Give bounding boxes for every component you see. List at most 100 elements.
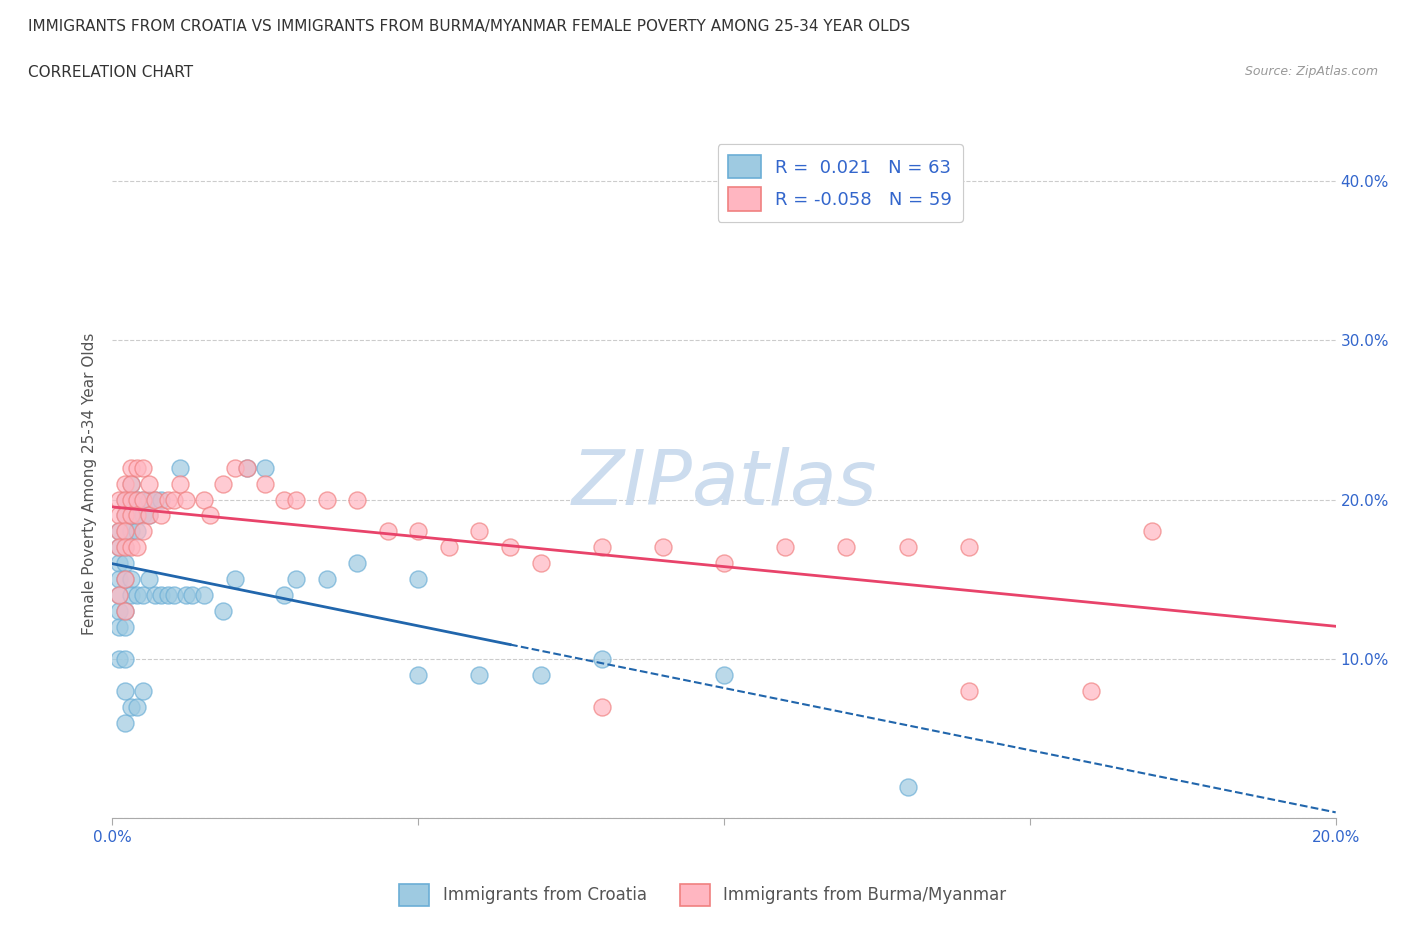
Point xyxy=(114,524,136,538)
Point xyxy=(107,508,129,523)
Point xyxy=(377,524,399,538)
Point xyxy=(437,540,460,555)
Point xyxy=(125,508,148,523)
Text: ZIPatlas: ZIPatlas xyxy=(571,446,877,521)
Point xyxy=(132,588,155,603)
Point xyxy=(114,492,136,507)
Point xyxy=(120,492,142,507)
Point xyxy=(591,540,613,555)
Point xyxy=(236,460,259,475)
Point xyxy=(120,540,142,555)
Point xyxy=(346,556,368,571)
Point xyxy=(211,604,233,618)
Point xyxy=(193,492,215,507)
Point xyxy=(107,556,129,571)
Point xyxy=(120,476,142,491)
Point xyxy=(150,588,173,603)
Point xyxy=(169,460,191,475)
Point xyxy=(138,492,160,507)
Point xyxy=(114,524,136,538)
Point xyxy=(114,572,136,587)
Point xyxy=(107,540,129,555)
Point xyxy=(591,699,613,714)
Point xyxy=(114,540,136,555)
Point xyxy=(150,492,173,507)
Point xyxy=(125,524,148,538)
Point xyxy=(224,572,246,587)
Text: CORRELATION CHART: CORRELATION CHART xyxy=(28,65,193,80)
Point xyxy=(530,668,553,683)
Point xyxy=(125,588,148,603)
Point xyxy=(120,588,142,603)
Point xyxy=(163,588,186,603)
Point xyxy=(957,684,980,698)
Point xyxy=(468,668,491,683)
Point xyxy=(1080,684,1102,698)
Point xyxy=(114,492,136,507)
Point xyxy=(138,508,160,523)
Point xyxy=(114,508,136,523)
Point xyxy=(114,684,136,698)
Point xyxy=(163,492,186,507)
Point xyxy=(132,684,155,698)
Point xyxy=(224,460,246,475)
Point xyxy=(132,524,155,538)
Point xyxy=(174,588,197,603)
Point xyxy=(468,524,491,538)
Point xyxy=(114,476,136,491)
Point xyxy=(107,492,129,507)
Point xyxy=(174,492,197,507)
Point xyxy=(499,540,522,555)
Point xyxy=(125,460,148,475)
Point xyxy=(107,572,129,587)
Point xyxy=(120,508,142,523)
Point xyxy=(120,460,142,475)
Point xyxy=(713,668,735,683)
Point xyxy=(120,492,142,507)
Point xyxy=(138,572,160,587)
Point xyxy=(591,652,613,667)
Point xyxy=(315,492,337,507)
Point xyxy=(138,508,160,523)
Point xyxy=(114,619,136,634)
Point xyxy=(408,668,430,683)
Point xyxy=(132,492,155,507)
Point xyxy=(143,492,166,507)
Point xyxy=(713,556,735,571)
Point xyxy=(408,524,430,538)
Point xyxy=(273,492,295,507)
Point xyxy=(107,619,129,634)
Point xyxy=(315,572,337,587)
Point xyxy=(132,460,155,475)
Text: Source: ZipAtlas.com: Source: ZipAtlas.com xyxy=(1244,65,1378,78)
Point xyxy=(530,556,553,571)
Point xyxy=(107,588,129,603)
Point xyxy=(169,476,191,491)
Point xyxy=(181,588,204,603)
Point xyxy=(107,524,129,538)
Point xyxy=(114,715,136,730)
Point xyxy=(114,652,136,667)
Point xyxy=(284,572,308,587)
Y-axis label: Female Poverty Among 25-34 Year Olds: Female Poverty Among 25-34 Year Olds xyxy=(82,332,97,635)
Legend: Immigrants from Croatia, Immigrants from Burma/Myanmar: Immigrants from Croatia, Immigrants from… xyxy=(392,878,1014,912)
Point xyxy=(125,492,148,507)
Point xyxy=(107,604,129,618)
Point xyxy=(273,588,295,603)
Point xyxy=(236,460,259,475)
Point xyxy=(114,508,136,523)
Point xyxy=(775,540,797,555)
Point xyxy=(107,652,129,667)
Point xyxy=(120,572,142,587)
Point xyxy=(114,556,136,571)
Point xyxy=(125,540,148,555)
Point xyxy=(138,476,160,491)
Point xyxy=(107,524,129,538)
Point xyxy=(132,508,155,523)
Point xyxy=(120,699,142,714)
Point xyxy=(346,492,368,507)
Point xyxy=(143,588,166,603)
Text: IMMIGRANTS FROM CROATIA VS IMMIGRANTS FROM BURMA/MYANMAR FEMALE POVERTY AMONG 25: IMMIGRANTS FROM CROATIA VS IMMIGRANTS FR… xyxy=(28,19,910,33)
Point xyxy=(897,779,920,794)
Point xyxy=(114,604,136,618)
